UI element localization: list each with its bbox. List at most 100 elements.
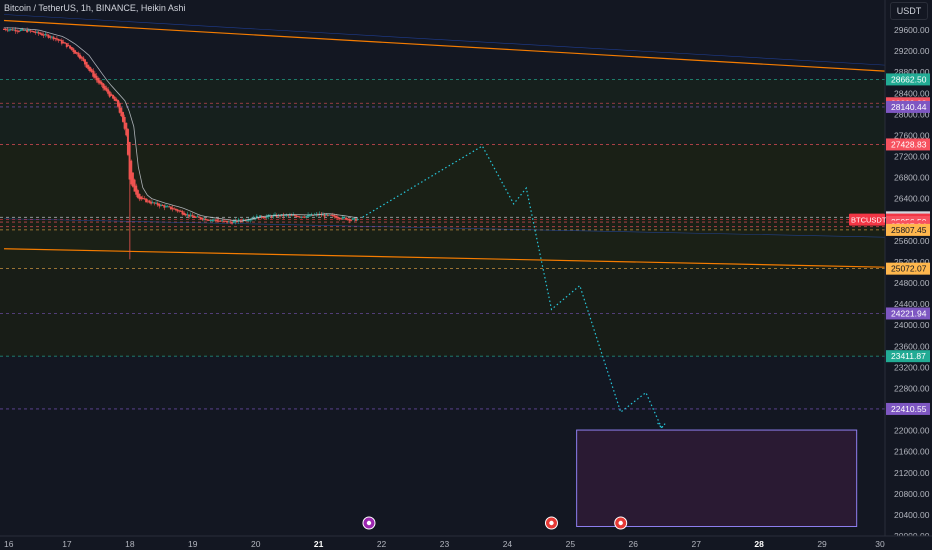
candle-body — [130, 160, 133, 185]
candle-body — [47, 34, 50, 38]
candle-body — [113, 96, 116, 101]
currency-button[interactable]: USDT — [890, 2, 928, 20]
candle-body — [191, 215, 194, 217]
price-label: 24221.94 — [891, 308, 927, 318]
candle-body — [161, 205, 164, 207]
moving-average-line — [4, 27, 358, 222]
candle-body — [351, 218, 354, 220]
time-axis-bg — [0, 536, 932, 550]
candle-body — [133, 179, 136, 192]
candle-body — [143, 198, 146, 200]
candle-body — [270, 215, 273, 218]
candle-body — [326, 214, 329, 216]
price-label: 25072.07 — [891, 264, 927, 274]
candle-body — [4, 28, 7, 30]
candle-body — [107, 89, 110, 94]
candle-body — [199, 217, 202, 220]
candle-body — [335, 215, 338, 219]
candle-body — [6, 29, 9, 31]
candle-body — [186, 214, 189, 216]
y-tick-label: 29200.00 — [894, 46, 930, 56]
candle-body — [287, 215, 290, 217]
candle-body — [151, 202, 154, 204]
candle-body — [29, 30, 32, 32]
candle-body — [163, 205, 166, 208]
candle-body — [333, 215, 336, 217]
candle-body — [112, 94, 115, 99]
projection-arrowhead — [657, 422, 667, 429]
candle-body — [159, 204, 162, 206]
x-tick-label: 27 — [691, 539, 701, 549]
candle-body — [193, 215, 196, 218]
candle-body — [254, 218, 257, 220]
candle-body — [308, 215, 311, 217]
candle-body — [265, 216, 268, 218]
candle-body — [269, 215, 272, 217]
projection-path — [362, 145, 667, 429]
candle-body — [198, 216, 201, 218]
candle-body — [201, 218, 204, 220]
upper-trendline — [3, 19, 886, 72]
candle-body — [171, 207, 174, 210]
candle-body — [183, 212, 186, 216]
price-label: 28662.50 — [891, 74, 927, 84]
candle-body — [300, 216, 303, 218]
candle-body — [247, 220, 250, 222]
y-tick-label: 22000.00 — [894, 426, 930, 436]
candle-body — [275, 215, 278, 217]
candle-body — [345, 217, 348, 220]
candle-body — [295, 215, 298, 217]
price-label-bg — [886, 262, 930, 275]
target-rectangle[interactable] — [576, 429, 858, 528]
price-label: 22410.55 — [891, 404, 927, 414]
price-axis[interactable]: 29600.00 29200.00 28800.00 28400.00 28000.00… — [884, 0, 932, 550]
x-tick-label: 16 — [4, 539, 14, 549]
candle-body — [31, 30, 34, 32]
candle-body — [26, 29, 29, 33]
candle-body — [264, 217, 267, 219]
candle-body — [176, 209, 179, 212]
zone-band — [0, 144, 885, 269]
candle-body — [92, 70, 95, 77]
zone-band — [0, 79, 885, 145]
event-markers[interactable] — [362, 516, 628, 530]
candle-body — [209, 219, 212, 221]
y-tick-label: 26800.00 — [894, 173, 930, 183]
candle-body — [120, 108, 123, 117]
candle-body — [307, 214, 310, 217]
candle-body — [62, 41, 65, 44]
candle-body — [19, 29, 22, 32]
candle-body — [189, 214, 192, 216]
candle-body — [79, 54, 82, 59]
candle-body — [12, 29, 15, 31]
candle-body — [102, 83, 105, 89]
candle-body — [64, 42, 67, 44]
x-tick-label: 29 — [817, 539, 827, 549]
candle-body — [74, 50, 77, 54]
chart-title: Bitcoin / TetherUS, 1h, BINANCE, Heikin … — [4, 3, 186, 13]
y-tick-label: 27600.00 — [894, 130, 930, 140]
target-box[interactable] — [576, 429, 858, 528]
candle-body — [356, 218, 359, 220]
event-marker-dot — [366, 520, 372, 526]
candle-body — [224, 220, 227, 222]
candle-body — [121, 112, 124, 122]
x-tick-label: 26 — [629, 539, 639, 549]
candle-body — [315, 213, 318, 215]
x-tick-label: 25 — [566, 539, 576, 549]
candle-body — [44, 33, 47, 36]
x-tick-label: 23 — [440, 539, 450, 549]
candle-body — [69, 45, 72, 49]
price-label-bg — [886, 350, 930, 363]
time-axis[interactable]: 16 17 18 19 20 21 22 23 24 25 26 27 28 29 30 — [0, 535, 932, 550]
candle-body — [340, 218, 343, 220]
candle-body — [179, 210, 182, 212]
candle-body — [285, 215, 288, 217]
candle-body — [255, 215, 258, 219]
candle-body — [49, 36, 52, 38]
candle-body — [325, 214, 328, 216]
candle-body — [221, 220, 224, 222]
candle-body — [110, 94, 113, 96]
